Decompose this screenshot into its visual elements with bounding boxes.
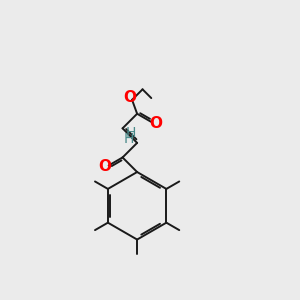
Text: O: O bbox=[149, 116, 162, 131]
Text: O: O bbox=[99, 159, 112, 174]
Text: H: H bbox=[123, 132, 134, 145]
Text: O: O bbox=[123, 90, 136, 105]
Text: H: H bbox=[125, 127, 136, 140]
